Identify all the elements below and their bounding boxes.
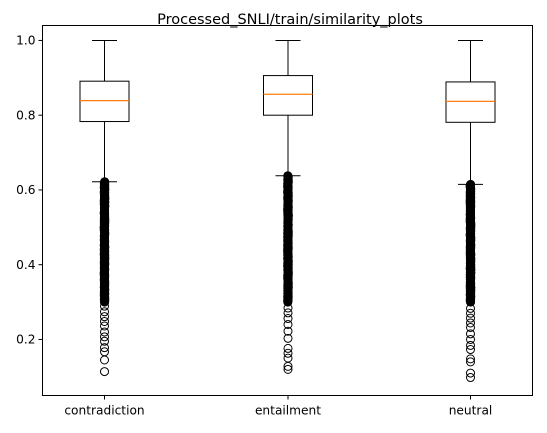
outlier-point (466, 329, 475, 339)
box-group-neutral (445, 39, 496, 383)
outlier-point (283, 353, 293, 363)
outliers (99, 177, 110, 377)
outlier-point (100, 301, 109, 311)
outlier-point (466, 179, 476, 189)
outlier-point (283, 303, 293, 313)
outlier-point (100, 327, 109, 337)
iqr-box (445, 81, 496, 123)
outlier-point (100, 307, 109, 317)
y-axis: 0.2 0.4 0.6 0.8 1.0 (16, 34, 43, 347)
y-tick-label: 0.2 (16, 333, 35, 347)
outlier-point (100, 312, 109, 322)
outliers (465, 179, 476, 383)
x-tick-label: neutral (449, 404, 493, 418)
y-tick-label: 0.6 (16, 183, 35, 197)
outlier-point (100, 321, 109, 331)
x-tick-label: contradiction (64, 404, 144, 418)
outlier-point (283, 314, 293, 324)
outlier-point (100, 336, 109, 346)
outlier-point (466, 345, 475, 355)
outlier-point (283, 333, 293, 343)
outlier-point (466, 334, 475, 344)
outlier-point (100, 332, 109, 342)
box-group-entailment (263, 39, 313, 374)
outlier-point (283, 364, 293, 374)
y-tick-label: 0.8 (16, 108, 35, 122)
plot-area (79, 39, 496, 383)
x-axis: contradiction entailment neutral (64, 395, 493, 418)
y-tick-label: 1.0 (16, 34, 35, 48)
outlier-point (466, 308, 475, 318)
outlier-point (466, 313, 475, 323)
x-tick-label: entailment (255, 404, 321, 418)
y-tick-label: 0.4 (16, 258, 36, 272)
outlier-point (100, 177, 110, 187)
outlier-point (283, 326, 293, 336)
outlier-point (466, 373, 475, 383)
outlier-point (466, 322, 475, 332)
outlier-point (100, 343, 109, 353)
outlier-point (283, 319, 293, 329)
outlier-point (100, 317, 109, 326)
outlier-point (466, 354, 475, 364)
outlier-point (283, 343, 293, 353)
outlier-point (466, 303, 475, 313)
outlier-point (100, 367, 109, 377)
outlier-point (466, 368, 475, 378)
outlier-point (100, 347, 109, 357)
outlier-point (283, 171, 293, 181)
outlier-point (466, 318, 475, 328)
outlier-point (283, 308, 293, 318)
iqr-box (79, 80, 130, 123)
outlier-point (283, 348, 293, 358)
outliers (283, 171, 293, 374)
chart-title: Processed_SNLI/train/similarity_plots (157, 12, 423, 28)
outlier-point (466, 357, 475, 367)
box-group-contradiction (79, 39, 130, 377)
outlier-point (466, 340, 475, 350)
iqr-box (263, 75, 313, 116)
